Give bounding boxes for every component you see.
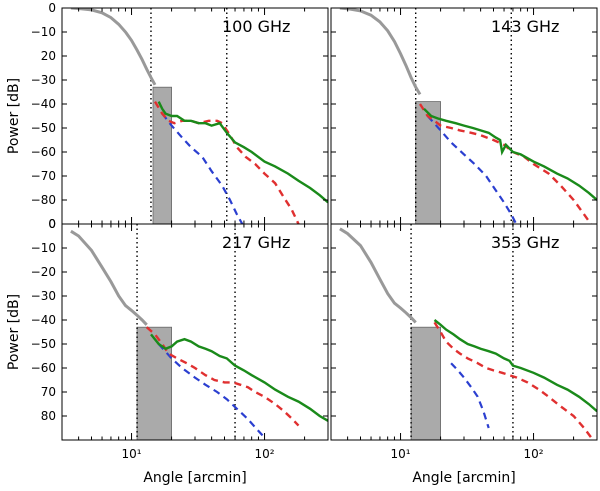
panel-3-frame	[330, 223, 598, 441]
panel-3-series-model-a	[433, 321, 594, 440]
panel-2-ytick-label-7: 70	[41, 385, 56, 399]
panel-0-frame	[61, 7, 329, 225]
panel-1-title: 143 GHz	[491, 17, 559, 36]
panel-1-frame	[330, 7, 598, 225]
y-axis-label-top: Power [dB]	[6, 78, 22, 154]
panel-0-shaded-region	[152, 86, 172, 224]
panel-2-ytick-label-1: −10	[31, 241, 56, 255]
panel-2-ytick-label-5: −50	[31, 337, 56, 351]
panel-1-shaded-region	[415, 101, 441, 224]
panel-2-ytick-label-6: −60	[31, 361, 56, 375]
panel-2-series-measured	[150, 333, 328, 422]
panel-0-ytick-label-7: −70	[31, 169, 56, 183]
panel-2-plot-area	[70, 224, 328, 440]
panel-3-xtick-label-0: 10¹	[390, 447, 410, 461]
panel-2-ytick-label-4: −40	[31, 313, 56, 327]
x-axis-label-right: Angle [arcmin]	[412, 470, 515, 486]
y-axis-label-bottom: Power [dB]	[6, 294, 22, 370]
panel-0-ytick-label-5: −50	[31, 121, 56, 135]
panel-2-title: 217 GHz	[222, 233, 290, 252]
panel-2-ytick-label-8: 80	[41, 409, 56, 423]
panel-0: 0 −10 20 −30 −40 −50 −60 −70 −80 0 100 GHz	[31, 1, 329, 231]
panel-0-series-main-beam	[70, 8, 157, 86]
panel-0-series-measured	[157, 101, 328, 204]
panel-1-series-measured	[423, 107, 597, 201]
panel-2-xtick-label-0: 10¹	[121, 447, 141, 461]
panel-0-ytick-label-bottom: 0	[48, 217, 56, 231]
panel-2: 0 −10 −20 −30 −40 −50 −60 70 80 10¹ 10² 217 GHz	[31, 217, 329, 461]
panel-2-series-model-a	[145, 326, 300, 427]
panel-0-series-model-a	[153, 100, 300, 224]
panel-1-series-main-beam	[339, 8, 422, 96]
panel-0-ytick-label-0: 0	[48, 1, 56, 15]
panel-3-series-main-beam	[339, 227, 417, 324]
panel-3-series-model-b	[450, 362, 490, 429]
panel-2-xtick-label-1: 10²	[254, 447, 274, 461]
panel-2-series-model-b	[157, 343, 266, 439]
panel-0-ytick-label-1: −10	[31, 25, 56, 39]
panel-0-ytick-label-4: −40	[31, 97, 56, 111]
panel-2-series-main-beam	[70, 229, 148, 326]
panel-2-shaded-region	[136, 326, 172, 440]
panel-3-shaded-region	[410, 326, 441, 440]
panel-0-ytick-label-8: −80	[31, 193, 56, 207]
panel-3-title: 353 GHz	[491, 233, 559, 252]
panel-2-ytick-label-3: −30	[31, 289, 56, 303]
panel-2-ytick-label-0: 0	[48, 217, 56, 231]
panel-3-plot-area	[339, 224, 597, 440]
x-axis-label-left: Angle [arcmin]	[143, 470, 246, 486]
panel-0-title: 100 GHz	[222, 17, 290, 36]
panel-2-frame	[61, 223, 329, 441]
panel-3-series-measured	[433, 319, 597, 413]
panel-0-series-model-b	[161, 112, 244, 224]
panel-1-plot-area	[339, 8, 597, 224]
panels-layer: 0 −10 20 −30 −40 −50 −60 −70 −80 0 100 GHz 143 GHz 0…	[31, 1, 598, 461]
panel-0-ytick-label-6: −60	[31, 145, 56, 159]
panel-2-ytick-label-2: −20	[31, 265, 56, 279]
panel-0-ytick-label-2: 20	[41, 49, 56, 63]
panel-1-series-model-b	[426, 115, 518, 224]
panel-1-series-model-a	[418, 103, 592, 224]
panel-3-xtick-label-1: 10²	[523, 447, 543, 461]
panel-0-plot-area	[70, 8, 328, 224]
panel-1: 143 GHz	[330, 7, 598, 225]
panel-3: 10¹ 10² 353 GHz	[330, 223, 598, 461]
panel-0-ytick-label-3: −30	[31, 73, 56, 87]
